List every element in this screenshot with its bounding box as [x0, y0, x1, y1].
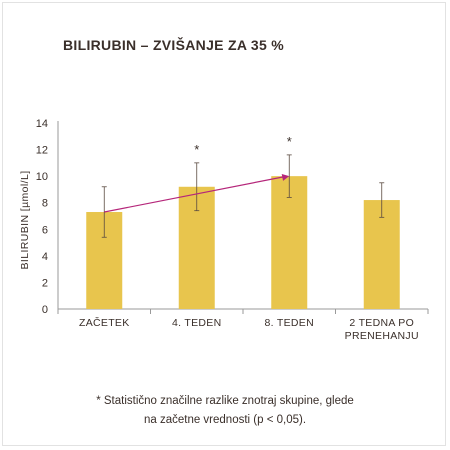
y-axis-label: BILIRUBIN [µmol/L] — [19, 170, 31, 269]
bar — [271, 176, 308, 309]
trend-arrowhead — [281, 174, 290, 181]
y-tick-label: 2 — [42, 277, 48, 289]
x-tick-label: PRENEHANJU — [345, 330, 419, 342]
x-tick-label: 4. TEDEN — [172, 317, 221, 329]
footnote-line-2: na začetne vrednosti (p < 0,05). — [143, 414, 307, 426]
y-tick-label: 6 — [42, 224, 48, 236]
bar — [363, 200, 400, 309]
x-tick-label: ZAČETEK — [79, 316, 130, 329]
significance-marker: * — [287, 134, 292, 149]
y-tick-label: 4 — [42, 251, 48, 263]
chart-title: BILIRUBIN – ZVIŠANJE ZA 35 % — [63, 37, 285, 53]
y-tick-label: 0 — [42, 304, 48, 316]
y-tick-label: 14 — [36, 118, 48, 130]
y-tick-label: 12 — [36, 145, 48, 157]
x-tick-label: 8. TEDEN — [265, 317, 314, 329]
x-tick-label: 2 TEDNA PO — [349, 317, 414, 329]
y-tick-label: 8 — [42, 198, 48, 210]
trend-line — [104, 175, 288, 213]
footnote-line-1: * Statistično značilne razlike znotraj s… — [96, 395, 354, 407]
significance-marker: * — [194, 142, 199, 157]
chart-frame — [2, 2, 446, 446]
y-tick-label: 10 — [36, 171, 48, 183]
footnote: * Statistično značilne razlike znotraj s… — [40, 392, 410, 430]
